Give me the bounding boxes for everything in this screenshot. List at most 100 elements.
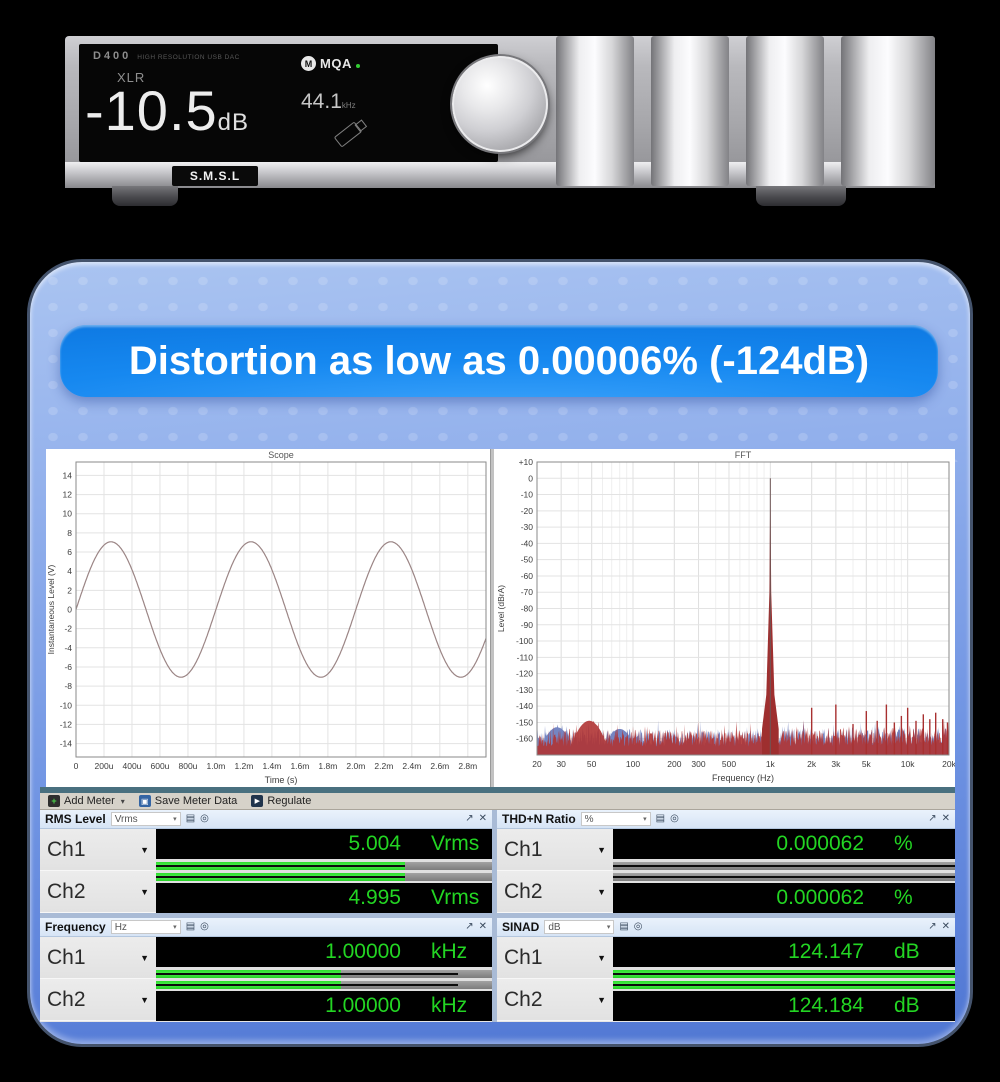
svg-text:200: 200: [667, 759, 681, 769]
play-icon: ▶: [251, 795, 264, 807]
meter-toolbar: + Add Meter ▾ ▣ Save Meter Data ▶ Regula…: [40, 793, 955, 810]
svg-text:-8: -8: [64, 681, 72, 691]
scope-plot: 0 200u 400u 600u 800u 1.0m 1.2m 1.4m 1.6m 1.8m 2.0…: [46, 449, 490, 792]
readout-ch1: 5.004 Vrms: [156, 829, 492, 859]
svg-text:12: 12: [63, 490, 73, 500]
close-icon[interactable]: ✕: [478, 921, 487, 932]
popout-icon[interactable]: ↗: [465, 921, 474, 932]
usb-drive-icon: [333, 121, 363, 148]
channel-selector-ch2[interactable]: Ch2 ▼: [40, 871, 156, 913]
meter-title: RMS Level: [45, 812, 106, 826]
level-bar-ch1: [613, 969, 955, 978]
volume-knob[interactable]: [452, 56, 548, 152]
svg-text:-12: -12: [60, 719, 73, 729]
regulate-button[interactable]: ▶ Regulate: [247, 794, 315, 809]
unit-select[interactable]: % ▾: [580, 812, 651, 826]
svg-text:6: 6: [67, 547, 72, 557]
heatsink-fin: [651, 36, 729, 186]
svg-text:2.8m: 2.8m: [458, 761, 477, 771]
meter-header: Frequency Hz ▾ ▤ ◎ ↗ ✕: [40, 918, 492, 937]
svg-text:0: 0: [74, 761, 79, 771]
input-source-label: XLR: [117, 70, 146, 85]
svg-text:1.0m: 1.0m: [206, 761, 225, 771]
svg-text:300: 300: [691, 759, 705, 769]
svg-text:-2: -2: [64, 624, 72, 634]
device-photo: D400 HIGH RESOLUTION USB DAC XLR -10.5dB …: [0, 0, 1000, 262]
level-bars: [156, 967, 492, 991]
target-icon[interactable]: ◎: [633, 921, 643, 932]
close-icon[interactable]: ✕: [941, 921, 950, 932]
channel-selector-ch2[interactable]: Ch2 ▼: [40, 979, 156, 1021]
svg-text:-70: -70: [521, 587, 534, 597]
save-icon: ▣: [138, 795, 151, 807]
unit-select[interactable]: dB ▾: [544, 920, 615, 934]
combo-arrow-icon: ▾: [173, 816, 177, 823]
svg-text:100: 100: [626, 759, 640, 769]
meter-style-icon[interactable]: ▤: [185, 921, 196, 932]
window-divider: [40, 787, 955, 793]
svg-text:-130: -130: [516, 685, 533, 695]
channel-arrow-icon: ▼: [140, 886, 149, 897]
meter-title: Frequency: [45, 920, 106, 934]
svg-text:FFT: FFT: [735, 450, 752, 460]
svg-text:Level (dBrA): Level (dBrA): [496, 585, 506, 632]
popout-icon[interactable]: ↗: [928, 921, 937, 932]
close-icon[interactable]: ✕: [478, 813, 487, 824]
close-icon[interactable]: ✕: [941, 813, 950, 824]
target-icon[interactable]: ◎: [670, 813, 679, 824]
channel-selector-ch2[interactable]: Ch2 ▼: [497, 871, 613, 913]
save-meter-data-button[interactable]: ▣ Save Meter Data: [135, 794, 242, 809]
level-bar-ch1: [156, 861, 492, 870]
svg-text:1.6m: 1.6m: [290, 761, 309, 771]
svg-text:Frequency (Hz): Frequency (Hz): [712, 773, 774, 783]
svg-text:4: 4: [67, 566, 72, 576]
svg-text:Instantaneous Level (V): Instantaneous Level (V): [46, 564, 56, 654]
svg-text:Time (s): Time (s): [265, 775, 298, 785]
svg-text:1.8m: 1.8m: [318, 761, 337, 771]
readout-ch2: 4.995 Vrms: [156, 883, 492, 913]
svg-text:10k: 10k: [901, 759, 915, 769]
channel-selector-ch1[interactable]: Ch1 ▼: [40, 937, 156, 979]
popout-icon[interactable]: ↗: [928, 813, 937, 824]
svg-text:20: 20: [532, 759, 542, 769]
svg-text:5k: 5k: [862, 759, 872, 769]
meter-panel-rms-level: RMS Level Vrms ▾ ▤ ◎ ↗ ✕ Ch1 ▼ Ch2 ▼ 5.004 V…: [40, 810, 492, 913]
popout-icon[interactable]: ↗: [465, 813, 474, 824]
target-icon[interactable]: ◎: [200, 813, 209, 824]
channel-selector-ch1[interactable]: Ch1 ▼: [497, 937, 613, 979]
meter-style-icon[interactable]: ▤: [619, 921, 629, 932]
sample-rate-readout: 44.1kHz: [301, 90, 356, 113]
svg-text:-80: -80: [521, 604, 534, 614]
meter-style-icon[interactable]: ▤: [185, 813, 196, 824]
svg-text:-140: -140: [516, 701, 533, 711]
level-bar-ch2: [613, 872, 955, 881]
svg-text:-50: -50: [521, 555, 534, 565]
unit-select[interactable]: Hz ▾: [110, 920, 181, 934]
channel-selector-ch1[interactable]: Ch1 ▼: [40, 829, 156, 871]
headline-title: Distortion as low as 0.00006% (-124dB): [128, 338, 870, 383]
svg-text:Scope: Scope: [268, 450, 294, 460]
readout-ch2: 1.00000 kHz: [156, 991, 492, 1021]
scope-chart: 0 200u 400u 600u 800u 1.0m 1.2m 1.4m 1.6m 1.8m 2.0…: [46, 449, 490, 792]
device-foot-right: [756, 186, 846, 206]
meter-style-icon[interactable]: ▤: [655, 813, 666, 824]
svg-text:-100: -100: [516, 636, 533, 646]
channel-arrow-icon: ▼: [597, 886, 606, 897]
svg-text:20k: 20k: [942, 759, 955, 769]
combo-arrow-icon: ▾: [643, 816, 647, 823]
svg-text:-90: -90: [521, 620, 534, 630]
channel-arrow-icon: ▼: [140, 994, 149, 1005]
svg-text:2.0m: 2.0m: [346, 761, 365, 771]
target-icon[interactable]: ◎: [200, 921, 209, 932]
add-meter-button[interactable]: + Add Meter ▾: [44, 794, 129, 809]
channel-selector-ch2[interactable]: Ch2 ▼: [497, 979, 613, 1021]
level-bars: [613, 859, 955, 883]
meter-header: SINAD dB ▾ ▤ ◎ ↗ ✕: [497, 918, 955, 937]
channel-selector-ch1[interactable]: Ch1 ▼: [497, 829, 613, 871]
meter-panel-thdn-ratio: THD+N Ratio % ▾ ▤ ◎ ↗ ✕ Ch1 ▼ Ch2 ▼ 0.00006…: [497, 810, 955, 913]
meter-grid: RMS Level Vrms ▾ ▤ ◎ ↗ ✕ Ch1 ▼ Ch2 ▼ 5.004 V…: [40, 810, 955, 1022]
mqa-active-dot: [355, 63, 360, 68]
unit-select[interactable]: Vrms ▾: [110, 812, 181, 826]
add-icon: +: [48, 795, 60, 807]
svg-text:+10: +10: [519, 457, 534, 467]
